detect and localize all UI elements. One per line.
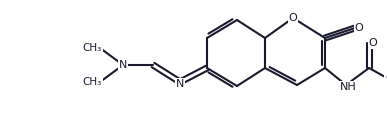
Text: NH: NH bbox=[340, 82, 356, 92]
Text: CH₃: CH₃ bbox=[385, 73, 387, 83]
Text: CH₃: CH₃ bbox=[82, 77, 102, 87]
Text: O: O bbox=[289, 13, 297, 23]
Text: CH₃: CH₃ bbox=[82, 43, 102, 53]
Text: N: N bbox=[119, 60, 127, 70]
Text: O: O bbox=[354, 23, 363, 33]
Text: N: N bbox=[176, 79, 184, 89]
Text: O: O bbox=[369, 38, 377, 48]
